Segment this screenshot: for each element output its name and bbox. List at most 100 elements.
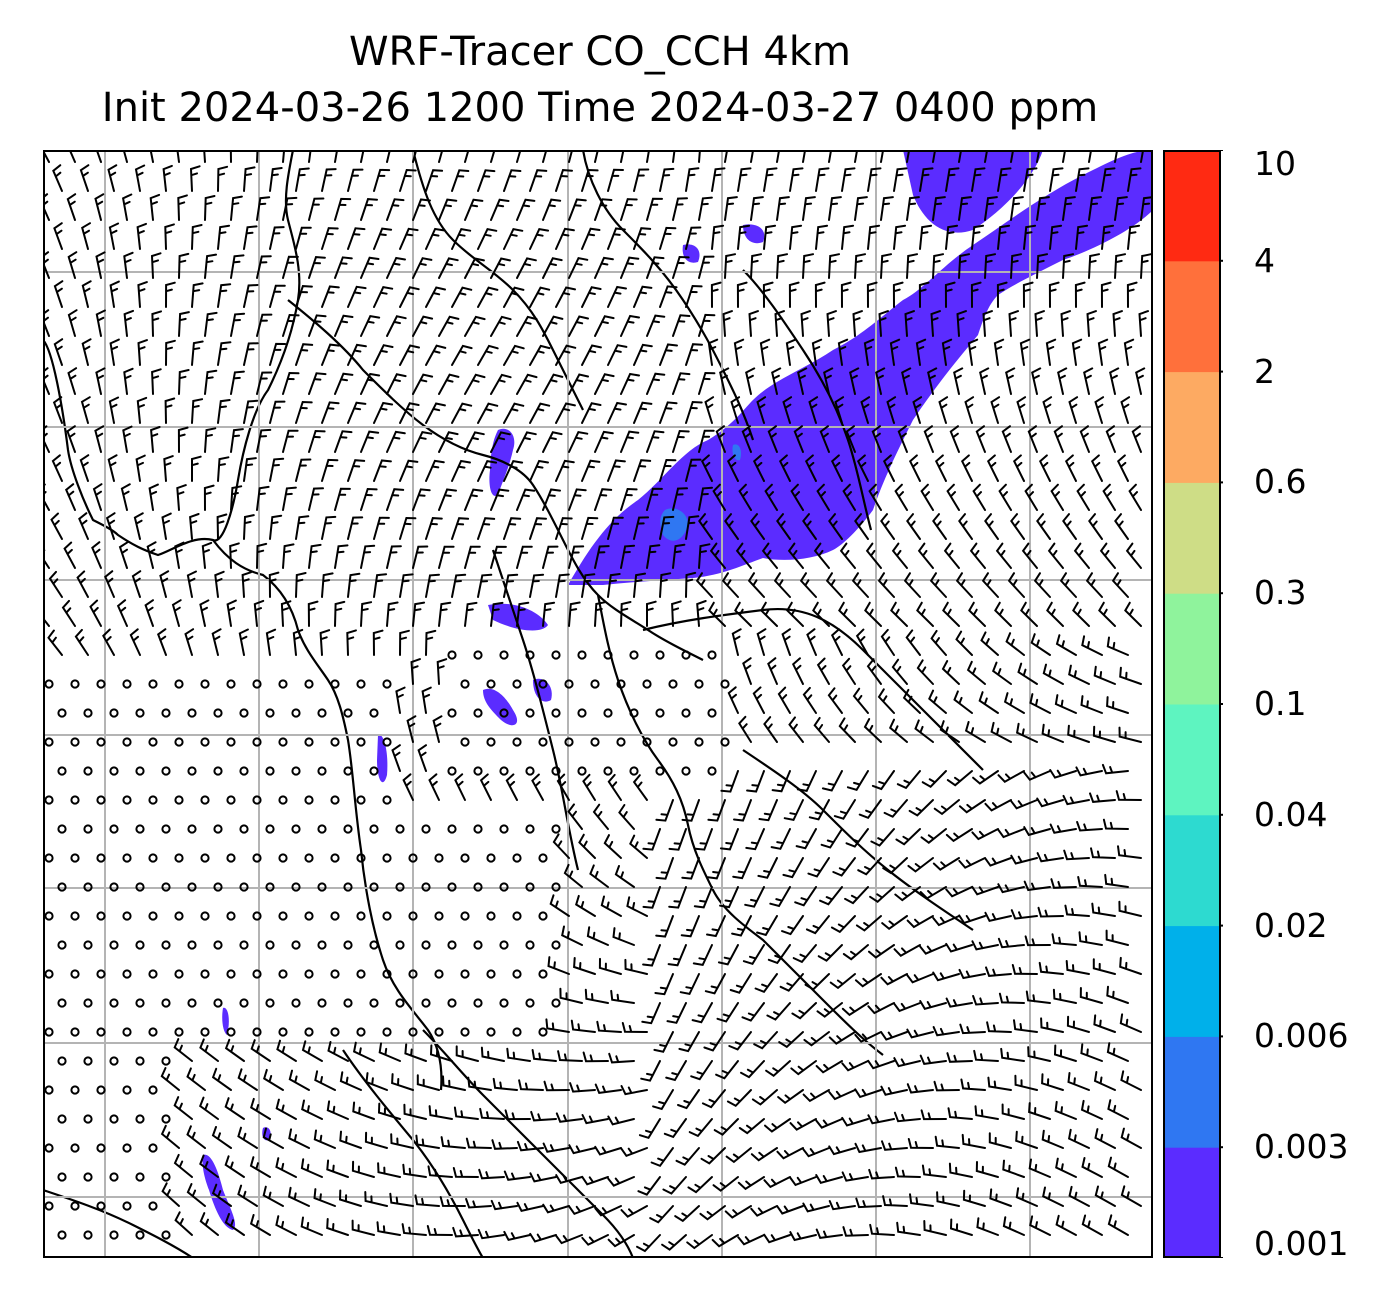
wind-barb: [894, 886, 921, 902]
wind-barb: [620, 1205, 648, 1218]
calm-wind-circle: [83, 766, 93, 776]
calm-wind-circle: [590, 679, 600, 689]
wind-barb: [741, 1002, 765, 1022]
wind-barb: [1135, 367, 1146, 395]
calm-wind-circle: [356, 969, 366, 979]
wind-barb: [386, 545, 402, 569]
wind-barb: [243, 399, 259, 424]
wind-barb: [667, 944, 687, 967]
colorbar: [1163, 150, 1223, 1258]
wind-barb: [871, 425, 882, 453]
wind-barb: [432, 715, 443, 743]
calm-wind-circle: [148, 737, 158, 747]
calm-wind-circle: [57, 1114, 67, 1124]
wind-barb: [1036, 196, 1050, 221]
wind-barb: [618, 804, 635, 830]
wind-barb: [893, 167, 908, 192]
wind-barb: [826, 310, 837, 337]
wind-barb: [745, 367, 756, 395]
calm-wind-circle: [499, 824, 509, 834]
wind-barb: [313, 1188, 336, 1207]
wind-barb: [66, 193, 77, 221]
wind-barb: [726, 1089, 752, 1108]
calm-wind-circle: [317, 708, 327, 718]
wind-barb: [586, 926, 609, 946]
wind-barb: [412, 601, 426, 627]
calm-wind-circle: [538, 969, 548, 979]
colorbar-label: 4: [1254, 240, 1275, 280]
wind-barb: [542, 257, 563, 279]
wind-barb: [1074, 281, 1086, 308]
wind-barb: [1140, 196, 1153, 221]
wind-barb: [464, 315, 486, 337]
wind-barb: [906, 196, 920, 221]
calm-wind-circle: [252, 911, 262, 921]
wind-barb: [946, 1052, 973, 1063]
calm-wind-circle: [577, 650, 587, 660]
calm-wind-circle: [304, 737, 314, 747]
wind-barb: [531, 1049, 557, 1062]
calm-wind-circle: [408, 853, 418, 863]
map-panel[interactable]: [43, 150, 1153, 1258]
wind-barb: [204, 311, 218, 337]
calm-wind-circle: [109, 998, 119, 1008]
wind-barb: [996, 281, 1008, 308]
wind-barb: [295, 285, 313, 308]
wind-barb: [880, 513, 895, 540]
colorbar-segments: [1164, 150, 1220, 1258]
wind-barb: [123, 367, 134, 395]
calm-wind-circle: [174, 911, 184, 921]
wind-barb: [76, 570, 89, 598]
wind-barb: [854, 513, 869, 540]
wind-barb: [64, 483, 76, 511]
wind-barb: [995, 542, 1012, 569]
wind-barb: [1067, 724, 1090, 743]
wind-barb: [505, 773, 518, 801]
wind-barb: [66, 425, 76, 453]
wind-barb: [1036, 513, 1051, 540]
wind-barb: [454, 773, 466, 801]
calm-wind-circle: [200, 679, 210, 689]
wind-barb: [802, 1089, 830, 1103]
wind-barb: [699, 1205, 726, 1221]
calm-wind-circle: [551, 940, 561, 950]
wind-barb: [620, 256, 640, 279]
wind-barb: [815, 1060, 843, 1074]
wind-barb: [121, 193, 133, 221]
calm-wind-circle: [265, 882, 275, 892]
wind-barb: [990, 396, 1001, 424]
calm-wind-circle: [447, 650, 457, 660]
wind-barb: [438, 315, 460, 337]
wind-barb: [346, 629, 357, 656]
colorbar-label: 0.6: [1254, 462, 1307, 502]
wind-barb: [426, 1225, 453, 1236]
wind-barb: [503, 459, 524, 482]
wind-barb: [412, 430, 433, 453]
wind-barb: [767, 944, 791, 965]
calm-wind-circle: [109, 1056, 119, 1066]
calm-wind-circle: [681, 708, 691, 718]
wind-barb: [308, 314, 327, 337]
calm-wind-circle: [226, 969, 236, 979]
wind-barb: [920, 1109, 947, 1121]
wind-barb: [295, 515, 310, 540]
wind-barb: [711, 167, 726, 192]
wind-barb: [932, 857, 960, 871]
wind-barb: [607, 401, 627, 424]
calm-wind-circle: [278, 969, 288, 979]
wind-barb: [372, 629, 384, 656]
coastline-south: [422, 1029, 635, 1258]
calm-wind-circle: [343, 824, 353, 834]
wind-barb: [688, 1118, 713, 1138]
wind-barb: [989, 1188, 1012, 1207]
wind-barb: [503, 344, 525, 366]
wind-barb: [1016, 396, 1027, 424]
calm-wind-circle: [473, 882, 483, 892]
wind-barb: [1017, 662, 1038, 685]
wind-barb: [503, 286, 525, 308]
wind-barb: [633, 227, 652, 250]
wind-barb: [1106, 985, 1129, 1004]
calm-wind-circle: [317, 824, 327, 834]
calm-wind-circle: [642, 737, 652, 747]
wind-barb: [516, 488, 536, 511]
